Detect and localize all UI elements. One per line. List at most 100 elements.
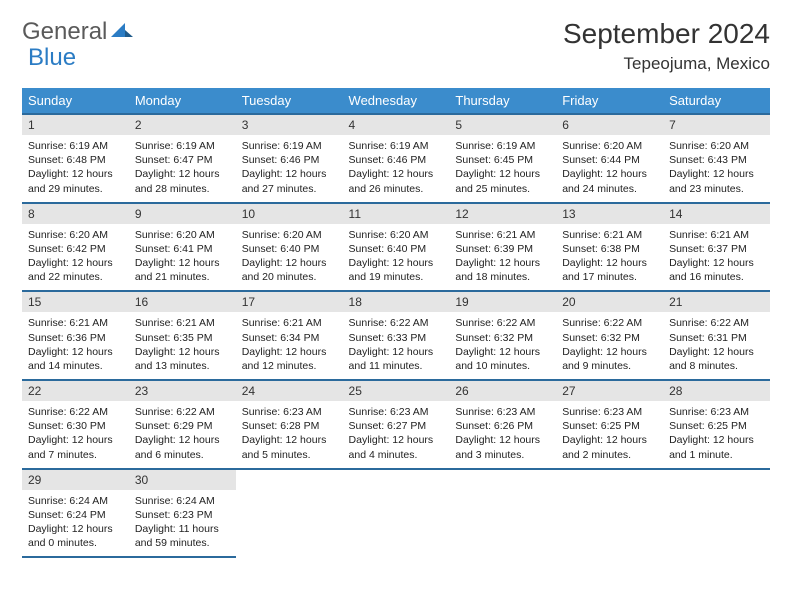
day-number: 19 — [449, 292, 556, 312]
daylight-line-2: and 17 minutes. — [562, 270, 657, 284]
sunset-line: Sunset: 6:24 PM — [28, 508, 123, 522]
sunrise-line: Sunrise: 6:20 AM — [135, 228, 230, 242]
daylight-line-2: and 14 minutes. — [28, 359, 123, 373]
logo-sail-icon — [111, 18, 133, 46]
sunrise-line: Sunrise: 6:19 AM — [349, 139, 444, 153]
sunrise-line: Sunrise: 6:21 AM — [28, 316, 123, 330]
daylight-line-1: Daylight: 12 hours — [135, 345, 230, 359]
daylight-line-1: Daylight: 12 hours — [669, 167, 764, 181]
sunrise-line: Sunrise: 6:23 AM — [455, 405, 550, 419]
sunset-line: Sunset: 6:39 PM — [455, 242, 550, 256]
col-monday: Monday — [129, 88, 236, 114]
daylight-line-1: Daylight: 12 hours — [135, 256, 230, 270]
sunset-line: Sunset: 6:30 PM — [28, 419, 123, 433]
day-number: 6 — [556, 115, 663, 135]
daylight-line-2: and 59 minutes. — [135, 536, 230, 550]
day-details: Sunrise: 6:24 AMSunset: 6:23 PMDaylight:… — [129, 490, 236, 557]
day-number: 26 — [449, 381, 556, 401]
calendar-cell — [449, 469, 556, 558]
calendar-cell: 16Sunrise: 6:21 AMSunset: 6:35 PMDayligh… — [129, 291, 236, 380]
title-block: September 2024 Tepeojuma, Mexico — [563, 18, 770, 74]
sunrise-line: Sunrise: 6:24 AM — [135, 494, 230, 508]
calendar-cell — [663, 469, 770, 558]
month-title: September 2024 — [563, 18, 770, 50]
calendar-cell — [236, 469, 343, 558]
calendar-cell: 27Sunrise: 6:23 AMSunset: 6:25 PMDayligh… — [556, 380, 663, 469]
daylight-line-2: and 9 minutes. — [562, 359, 657, 373]
sunrise-line: Sunrise: 6:19 AM — [135, 139, 230, 153]
daylight-line-1: Daylight: 12 hours — [242, 256, 337, 270]
daylight-line-1: Daylight: 11 hours — [135, 522, 230, 536]
sunset-line: Sunset: 6:29 PM — [135, 419, 230, 433]
calendar-cell: 11Sunrise: 6:20 AMSunset: 6:40 PMDayligh… — [343, 203, 450, 292]
daylight-line-1: Daylight: 12 hours — [28, 522, 123, 536]
daylight-line-1: Daylight: 12 hours — [135, 167, 230, 181]
day-number: 13 — [556, 204, 663, 224]
daylight-line-2: and 2 minutes. — [562, 448, 657, 462]
col-saturday: Saturday — [663, 88, 770, 114]
daylight-line-1: Daylight: 12 hours — [669, 433, 764, 447]
daylight-line-2: and 28 minutes. — [135, 182, 230, 196]
day-details: Sunrise: 6:23 AMSunset: 6:25 PMDaylight:… — [556, 401, 663, 468]
sunset-line: Sunset: 6:44 PM — [562, 153, 657, 167]
sunset-line: Sunset: 6:45 PM — [455, 153, 550, 167]
daylight-line-2: and 26 minutes. — [349, 182, 444, 196]
sunrise-line: Sunrise: 6:19 AM — [242, 139, 337, 153]
day-number: 9 — [129, 204, 236, 224]
calendar-cell — [556, 469, 663, 558]
day-details: Sunrise: 6:22 AMSunset: 6:29 PMDaylight:… — [129, 401, 236, 468]
sunrise-line: Sunrise: 6:21 AM — [135, 316, 230, 330]
daylight-line-2: and 25 minutes. — [455, 182, 550, 196]
day-details: Sunrise: 6:19 AMSunset: 6:46 PMDaylight:… — [343, 135, 450, 202]
day-number: 7 — [663, 115, 770, 135]
calendar-cell: 20Sunrise: 6:22 AMSunset: 6:32 PMDayligh… — [556, 291, 663, 380]
day-details: Sunrise: 6:19 AMSunset: 6:46 PMDaylight:… — [236, 135, 343, 202]
daylight-line-2: and 11 minutes. — [349, 359, 444, 373]
day-number: 29 — [22, 470, 129, 490]
calendar-row: 15Sunrise: 6:21 AMSunset: 6:36 PMDayligh… — [22, 291, 770, 380]
day-details: Sunrise: 6:20 AMSunset: 6:40 PMDaylight:… — [236, 224, 343, 291]
calendar-cell: 21Sunrise: 6:22 AMSunset: 6:31 PMDayligh… — [663, 291, 770, 380]
daylight-line-1: Daylight: 12 hours — [455, 345, 550, 359]
sunrise-line: Sunrise: 6:23 AM — [669, 405, 764, 419]
day-details: Sunrise: 6:21 AMSunset: 6:35 PMDaylight:… — [129, 312, 236, 379]
day-details: Sunrise: 6:24 AMSunset: 6:24 PMDaylight:… — [22, 490, 129, 557]
day-details: Sunrise: 6:23 AMSunset: 6:26 PMDaylight:… — [449, 401, 556, 468]
day-details: Sunrise: 6:19 AMSunset: 6:48 PMDaylight:… — [22, 135, 129, 202]
sunrise-line: Sunrise: 6:20 AM — [28, 228, 123, 242]
daylight-line-1: Daylight: 12 hours — [242, 433, 337, 447]
day-number: 8 — [22, 204, 129, 224]
sunset-line: Sunset: 6:46 PM — [349, 153, 444, 167]
daylight-line-1: Daylight: 12 hours — [28, 345, 123, 359]
calendar-cell: 29Sunrise: 6:24 AMSunset: 6:24 PMDayligh… — [22, 469, 129, 558]
sunset-line: Sunset: 6:42 PM — [28, 242, 123, 256]
daylight-line-2: and 29 minutes. — [28, 182, 123, 196]
calendar-cell: 24Sunrise: 6:23 AMSunset: 6:28 PMDayligh… — [236, 380, 343, 469]
day-number: 12 — [449, 204, 556, 224]
day-details: Sunrise: 6:23 AMSunset: 6:25 PMDaylight:… — [663, 401, 770, 468]
col-wednesday: Wednesday — [343, 88, 450, 114]
daylight-line-2: and 3 minutes. — [455, 448, 550, 462]
calendar-cell: 23Sunrise: 6:22 AMSunset: 6:29 PMDayligh… — [129, 380, 236, 469]
day-details: Sunrise: 6:22 AMSunset: 6:30 PMDaylight:… — [22, 401, 129, 468]
logo: General — [22, 18, 133, 46]
sunset-line: Sunset: 6:35 PM — [135, 331, 230, 345]
daylight-line-1: Daylight: 12 hours — [349, 256, 444, 270]
sunset-line: Sunset: 6:46 PM — [242, 153, 337, 167]
calendar-cell: 13Sunrise: 6:21 AMSunset: 6:38 PMDayligh… — [556, 203, 663, 292]
day-number: 20 — [556, 292, 663, 312]
day-details: Sunrise: 6:22 AMSunset: 6:32 PMDaylight:… — [556, 312, 663, 379]
daylight-line-1: Daylight: 12 hours — [455, 433, 550, 447]
day-details: Sunrise: 6:22 AMSunset: 6:33 PMDaylight:… — [343, 312, 450, 379]
daylight-line-2: and 16 minutes. — [669, 270, 764, 284]
calendar-row: 8Sunrise: 6:20 AMSunset: 6:42 PMDaylight… — [22, 203, 770, 292]
calendar-cell: 1Sunrise: 6:19 AMSunset: 6:48 PMDaylight… — [22, 114, 129, 203]
daylight-line-2: and 4 minutes. — [349, 448, 444, 462]
daylight-line-2: and 5 minutes. — [242, 448, 337, 462]
daylight-line-2: and 19 minutes. — [349, 270, 444, 284]
day-number: 23 — [129, 381, 236, 401]
sunset-line: Sunset: 6:37 PM — [669, 242, 764, 256]
day-number: 25 — [343, 381, 450, 401]
day-number: 16 — [129, 292, 236, 312]
day-header-row: Sunday Monday Tuesday Wednesday Thursday… — [22, 88, 770, 114]
